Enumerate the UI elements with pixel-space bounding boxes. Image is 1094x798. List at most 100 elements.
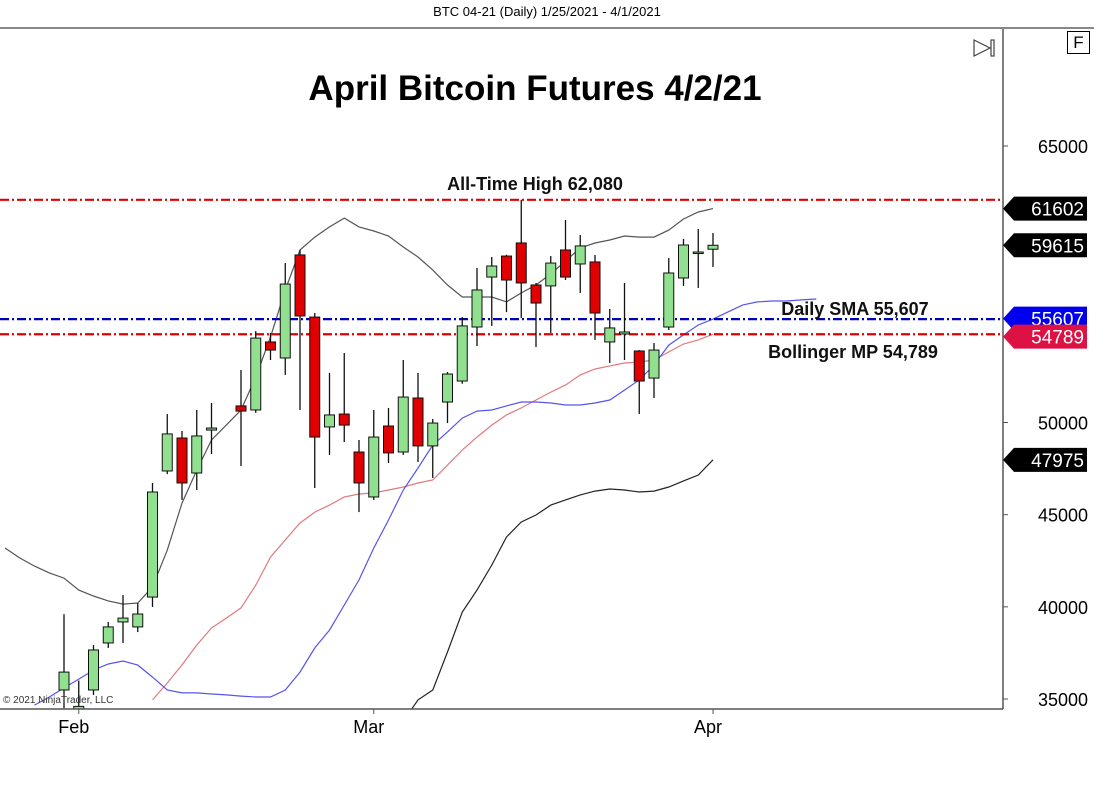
candle bbox=[604, 308, 616, 363]
ath-annotation: All-Time High 62,080 bbox=[447, 174, 623, 194]
candle-body-up bbox=[442, 373, 453, 403]
y-tick-label: 45000 bbox=[1038, 506, 1088, 526]
candle-body-up bbox=[427, 422, 439, 447]
candle-body-down bbox=[176, 437, 188, 484]
price-marker-label: 59615 bbox=[1031, 236, 1084, 257]
candle-body-up bbox=[147, 491, 158, 598]
candle bbox=[176, 430, 188, 500]
x-tick-label: Mar bbox=[353, 717, 384, 737]
chart-title: April Bitcoin Futures 4/2/21 bbox=[308, 69, 761, 108]
scroll-to-end-button[interactable] bbox=[972, 38, 996, 58]
candle bbox=[545, 256, 557, 333]
price-marker: 59615 bbox=[1003, 233, 1087, 258]
candle-body-up bbox=[619, 331, 630, 335]
candle-body-up bbox=[88, 649, 99, 691]
candle bbox=[707, 233, 719, 267]
candle-body-up bbox=[161, 433, 173, 472]
candle-body-up bbox=[456, 325, 468, 382]
candle-body-up bbox=[206, 427, 217, 431]
candle bbox=[560, 219, 571, 281]
candle-body-down bbox=[309, 316, 321, 438]
copyright: © 2021 NinjaTrader, LLC bbox=[3, 695, 114, 706]
bollinger-mp-line bbox=[152, 333, 714, 701]
candle bbox=[279, 263, 291, 375]
candle-body-down bbox=[383, 425, 394, 454]
candle-body-down bbox=[501, 255, 512, 281]
candle-body-up bbox=[191, 435, 203, 474]
candle-body-down bbox=[338, 413, 350, 426]
candle-body-down bbox=[560, 249, 571, 278]
candle bbox=[250, 331, 262, 413]
x-tick-label: Feb bbox=[58, 717, 89, 737]
candle bbox=[383, 407, 394, 464]
skip-to-end-icon bbox=[973, 39, 995, 57]
price-marker: 47975 bbox=[1003, 447, 1087, 472]
candle bbox=[117, 595, 129, 643]
candle-body-up bbox=[250, 337, 262, 411]
candle bbox=[648, 343, 660, 398]
price-marker-label: 54789 bbox=[1031, 328, 1084, 349]
candle bbox=[191, 409, 203, 490]
chart-panel bbox=[0, 27, 1094, 798]
candle bbox=[132, 602, 144, 633]
candle bbox=[265, 332, 276, 361]
price-marker: 54789 bbox=[1003, 324, 1087, 349]
candle bbox=[442, 371, 453, 424]
candle bbox=[368, 409, 380, 500]
candle-body-up bbox=[678, 244, 689, 279]
price-marker: 61602 bbox=[1003, 196, 1087, 221]
candle bbox=[619, 282, 630, 361]
candle-body-up bbox=[279, 283, 291, 359]
candle-body-up bbox=[574, 245, 586, 265]
candle-body-up bbox=[545, 262, 557, 287]
sma-annotation: Daily SMA 55,607 bbox=[781, 299, 928, 319]
plot-area bbox=[0, 198, 1003, 709]
candle bbox=[692, 228, 704, 288]
candle-body-up bbox=[486, 265, 498, 278]
candle bbox=[471, 268, 483, 347]
candle-body-down bbox=[589, 261, 601, 314]
candle-body-up bbox=[102, 626, 114, 644]
mp-annotation: Bollinger MP 54,789 bbox=[768, 342, 938, 362]
f-button[interactable]: F bbox=[1067, 31, 1090, 54]
candle bbox=[663, 258, 675, 330]
candle bbox=[486, 256, 498, 326]
candle-body-up bbox=[368, 436, 380, 498]
candle-body-down bbox=[353, 451, 365, 484]
y-tick-label: 40000 bbox=[1038, 598, 1088, 618]
y-tick-label: 65000 bbox=[1038, 137, 1088, 157]
candle bbox=[589, 254, 601, 340]
candle bbox=[456, 317, 468, 384]
y-tick-label: 50000 bbox=[1038, 414, 1088, 434]
candle bbox=[206, 402, 217, 455]
candle-body-up bbox=[648, 349, 660, 379]
candle bbox=[309, 313, 321, 488]
candle-body-up bbox=[663, 272, 675, 328]
candle-body-down bbox=[412, 397, 424, 447]
candle bbox=[397, 360, 409, 455]
candle-body-up bbox=[73, 705, 85, 709]
candle-body-down bbox=[235, 405, 247, 412]
candle-body-up bbox=[324, 414, 335, 428]
price-marker-tag bbox=[1003, 196, 1087, 221]
candle bbox=[102, 621, 114, 648]
lower-band-line bbox=[410, 459, 714, 709]
candle-body-down bbox=[294, 254, 306, 317]
candle bbox=[73, 680, 85, 709]
candle-body-down bbox=[633, 350, 645, 382]
price-marker-tag bbox=[1003, 233, 1087, 258]
candle-body-down bbox=[265, 341, 276, 351]
candle bbox=[515, 199, 527, 318]
candle bbox=[338, 353, 350, 443]
upper-band-line bbox=[4, 208, 714, 605]
candle-body-down bbox=[515, 242, 527, 284]
candle bbox=[147, 482, 158, 608]
candle bbox=[294, 249, 306, 410]
candle bbox=[501, 254, 512, 313]
candle bbox=[427, 418, 439, 478]
candle bbox=[678, 238, 689, 286]
candle-body-down bbox=[530, 284, 542, 304]
x-tick-label: Apr bbox=[694, 717, 722, 737]
candle bbox=[353, 440, 365, 513]
